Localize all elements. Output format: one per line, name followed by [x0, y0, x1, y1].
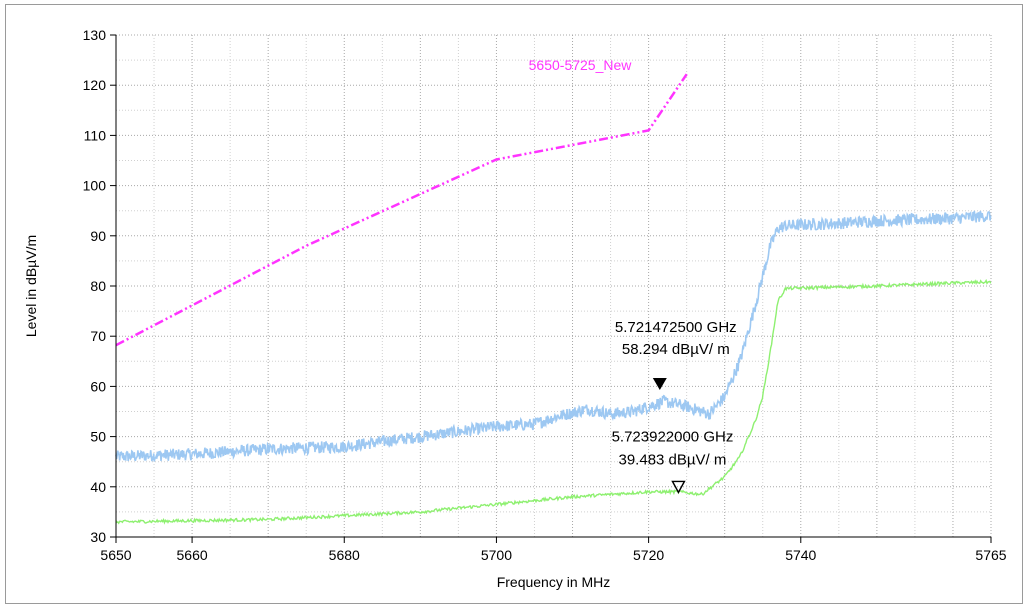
marker-1-triangle	[652, 377, 667, 390]
y-tick-label: 60	[90, 378, 106, 394]
marker-1-level: 58.294 dBµV/ m	[622, 341, 730, 358]
y-tick-label: 130	[83, 27, 107, 43]
series-label-limit: 5650-5725_New	[529, 57, 633, 73]
y-axis-label: Level in dBµV/m	[23, 235, 39, 337]
x-tick-label: 5720	[633, 547, 664, 563]
y-tick-label: 40	[90, 479, 106, 495]
marker-1-frequency: 5.721472500 GHz	[615, 319, 737, 336]
x-tick-label: 5660	[177, 547, 208, 563]
y-tick-label: 100	[83, 178, 107, 194]
markers: 5.721472500 GHz 58.294 dBµV/ m 5.723922000…	[612, 319, 737, 494]
marker-2-frequency: 5.723922000 GHz	[612, 428, 734, 445]
x-tick-label: 5650	[100, 547, 131, 563]
chart-frame: 30 40 50 60 70 80 90 100 110 120 130 5650 5660 5680 57…	[5, 4, 1023, 604]
marker-2-triangle	[671, 480, 686, 494]
y-tick-label: 80	[90, 278, 106, 294]
y-tick-label: 70	[90, 328, 106, 344]
x-tick-label: 5740	[785, 547, 816, 563]
tick-labels: 30 40 50 60 70 80 90 100 110 120 130 5650 5660 5680 57…	[83, 27, 1007, 563]
spectrum-chart: 30 40 50 60 70 80 90 100 110 120 130 5650 5660 5680 57…	[23, 27, 1007, 590]
series-group	[115, 73, 992, 525]
axes	[110, 34, 992, 543]
y-tick-label: 90	[90, 228, 106, 244]
x-tick-label: 5765	[975, 547, 1006, 563]
series-line-limit	[115, 73, 688, 347]
y-tick-label: 50	[90, 429, 106, 445]
y-tick-label: 110	[84, 127, 107, 143]
grid	[115, 34, 992, 538]
x-tick-label: 5700	[481, 547, 512, 563]
y-tick-label: 120	[83, 77, 107, 93]
y-tick-label: 30	[90, 529, 106, 545]
series-line-average	[115, 278, 992, 525]
x-tick-label: 5680	[329, 547, 360, 563]
series-line-peak	[115, 210, 992, 462]
x-axis-label: Frequency in MHz	[497, 574, 611, 590]
marker-2-level: 39.483 dBµV/ m	[619, 451, 727, 468]
